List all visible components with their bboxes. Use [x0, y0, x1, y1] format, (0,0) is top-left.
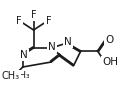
Text: F: F	[46, 16, 51, 26]
Text: N: N	[64, 37, 72, 47]
Text: N: N	[48, 42, 56, 52]
Text: O: O	[105, 35, 113, 45]
Text: CH₃: CH₃	[13, 72, 30, 81]
Text: OH: OH	[102, 57, 118, 67]
Text: F: F	[31, 10, 36, 20]
Text: F: F	[16, 16, 22, 26]
Text: CH₃: CH₃	[2, 71, 20, 81]
Text: N: N	[20, 50, 28, 60]
